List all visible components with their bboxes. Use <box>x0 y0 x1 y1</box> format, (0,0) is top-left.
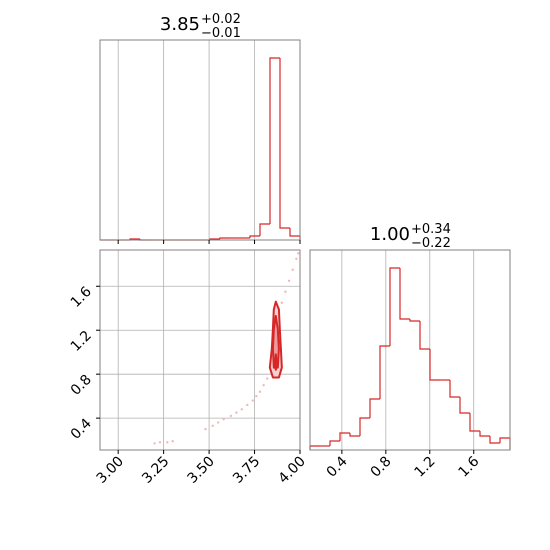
axes-frame <box>309 249 511 451</box>
sample-point <box>229 414 233 418</box>
histogram-bin <box>419 321 430 350</box>
x-tick-label: 0.4 <box>324 453 351 480</box>
histogram-bin <box>309 445 320 450</box>
x-tick-label: 3.75 <box>230 454 263 487</box>
sample-point <box>171 440 174 443</box>
sample-point <box>216 421 220 424</box>
sample-point <box>251 399 254 402</box>
title-minus: −0.01 <box>201 26 241 41</box>
sample-point <box>255 394 258 398</box>
y-tick-label: 1.2 <box>68 328 95 355</box>
sample-point <box>280 301 284 304</box>
histogram-bin <box>249 235 260 238</box>
sample-point <box>266 377 269 380</box>
sample-point <box>235 411 238 414</box>
title-plus: +0.34 <box>411 222 451 237</box>
histogram-bin <box>339 432 350 441</box>
histogram-bin <box>269 57 280 224</box>
histogram-bin <box>279 58 290 229</box>
title-value: 1.00 <box>370 224 410 245</box>
sample-point <box>222 418 225 421</box>
histogram-bin <box>489 436 500 444</box>
x-tick-label: 3.25 <box>139 454 172 487</box>
sample-point <box>258 390 262 393</box>
title-plus: +0.02 <box>201 12 241 27</box>
y-tick-label: 0.8 <box>68 372 95 399</box>
sample-point <box>287 279 291 282</box>
sample-point <box>262 383 265 387</box>
histogram-bin <box>349 433 360 437</box>
x-tick-label: 0.8 <box>368 454 395 481</box>
title-value: 3.85 <box>160 14 200 35</box>
histogram-bin <box>409 319 420 322</box>
histogram-bin <box>289 228 301 240</box>
sample-point <box>291 268 294 271</box>
histogram-bin <box>499 437 511 450</box>
axes-frame <box>99 39 301 241</box>
sample-point <box>296 252 300 255</box>
histogram-bin <box>259 223 270 236</box>
sample-point <box>284 290 287 293</box>
histogram-bin <box>459 397 470 414</box>
sample-point <box>211 424 214 428</box>
histogram-bin <box>329 440 340 446</box>
axes-frame <box>99 249 301 451</box>
x-tick-label: 4.00 <box>275 454 308 487</box>
histogram-bin <box>219 237 230 239</box>
y-tick-label: 1.6 <box>68 284 95 311</box>
sample-point <box>295 257 298 260</box>
histogram-bin <box>429 349 440 381</box>
contour <box>273 353 278 371</box>
y-tick-label: 0.4 <box>68 416 95 443</box>
sample-point <box>240 408 244 411</box>
sample-point <box>153 442 156 445</box>
sample-point <box>246 403 249 407</box>
x-tick-label: 1.6 <box>456 453 483 480</box>
histogram-bin <box>479 431 490 437</box>
histogram-bin <box>469 413 480 432</box>
histogram-bin <box>359 417 370 436</box>
title-minus: −0.22 <box>411 236 451 251</box>
histogram-bin <box>379 345 390 399</box>
histogram-bin <box>369 398 380 418</box>
x-tick-label: 3.00 <box>94 454 127 487</box>
sample-point <box>158 441 162 444</box>
histogram-bin <box>449 380 460 398</box>
sample-point <box>204 427 207 431</box>
x-tick-label: 3.50 <box>185 454 218 487</box>
histogram-bin <box>389 267 400 346</box>
sample-point <box>166 441 169 444</box>
x-tick-label: 1.2 <box>412 454 439 481</box>
histogram-bin <box>399 268 410 320</box>
